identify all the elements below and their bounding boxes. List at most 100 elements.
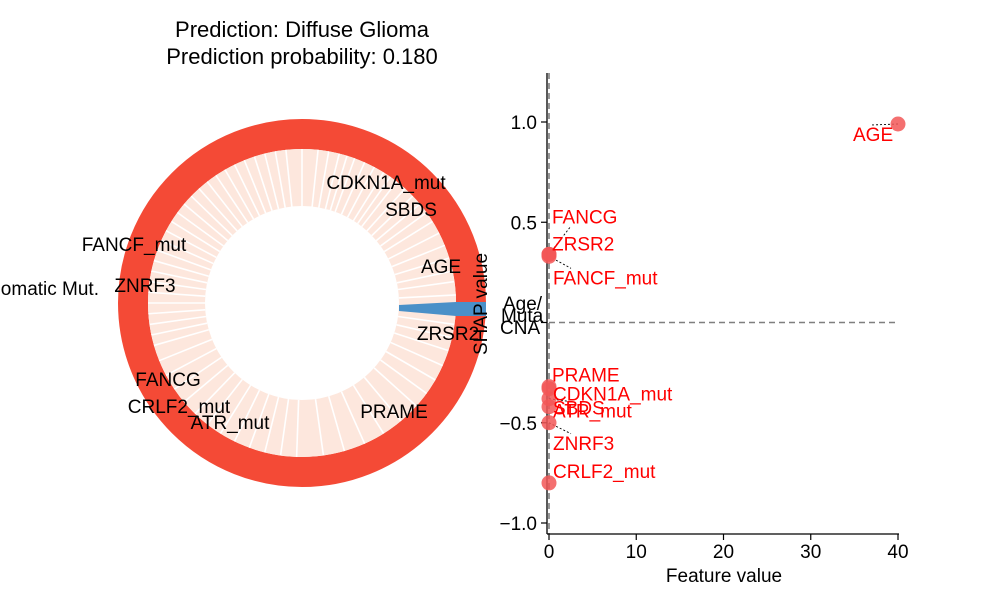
- scatter-ytick-label-1: −0.5: [499, 414, 537, 435]
- scatter-point-labels: AGE FANCG ZRSR2 FANCF_mut PRAMECDKN1A_mutATR…: [552, 125, 893, 483]
- donut-separator-20: [397, 280, 455, 291]
- donut-separator-37: [263, 396, 280, 453]
- donut-separator-21: [398, 294, 456, 299]
- donut-separators: [148, 149, 456, 457]
- donut-chart: CDKN1A_mut SBDS AGE ZRSR2 PRAME ATR_mut …: [0, 119, 544, 487]
- donut-separator-58: [165, 229, 217, 259]
- scatter-label-zrsr2: ZRSR2: [552, 234, 614, 255]
- donut-group-label-cna: CNA: [500, 318, 540, 339]
- donut-separator-8: [352, 171, 385, 222]
- donut-separator-25: [394, 332, 449, 352]
- donut-separator-19: [396, 270, 453, 284]
- donut-separator-43: [183, 364, 229, 403]
- donut-separator-47: [153, 328, 209, 347]
- donut-separator-57: [160, 239, 214, 265]
- shap-scatter-chart: 0 10 20 30 40 −1.0 −0.5 0.5 1.0 AGE FANCG ZRSR2 FAN…: [471, 73, 909, 587]
- donut-separator-2: [318, 151, 330, 208]
- donut-separator-32: [340, 391, 366, 445]
- scatter-point-fancf-mut: [541, 248, 557, 264]
- donut-separator-42: [194, 372, 236, 415]
- donut-group-label-age: Age/: [503, 294, 543, 315]
- donut-label-zrsr2: ZRSR2: [417, 324, 479, 345]
- donut-group-label-muta: Muta: [501, 306, 544, 327]
- donut-separator-64: [206, 181, 243, 228]
- donut-separator-69: [253, 156, 273, 211]
- scatter-label-sbds: SBDS: [553, 399, 605, 420]
- donut-label-fancf-mut: FANCF_mut: [82, 235, 187, 256]
- donut-separator-52: [148, 291, 206, 298]
- scatter-reference-lines: [548, 73, 899, 534]
- donut-separator-31: [352, 384, 385, 435]
- donut-separator-49: [149, 315, 207, 326]
- scatter-point-age: [890, 116, 906, 132]
- donut-separator-63: [198, 188, 238, 232]
- figure-title-line2: Prediction probability: 0.180: [166, 44, 438, 69]
- donut-separator-54: [151, 270, 208, 284]
- scatter-label-cdkn1a-mut: CDKN1A_mut: [553, 385, 673, 406]
- scatter-label-crlf2-mut: CRLF2_mut: [553, 462, 656, 483]
- donut-separator-48: [151, 322, 208, 336]
- donut-separator-33: [327, 396, 346, 452]
- donut-separator-62: [190, 195, 233, 237]
- donut-separator-59: [170, 220, 221, 253]
- donut-separator-26: [390, 341, 444, 367]
- donut-separator-65: [215, 174, 249, 224]
- scatter-xtick-label-1: 10: [626, 542, 647, 563]
- scatter-ylabel: SHAP value: [471, 253, 492, 355]
- scatter-ytick-label-0: −1.0: [499, 514, 537, 535]
- donut-separator-4: [329, 155, 348, 211]
- scatter-xtick-label-0: 0: [544, 542, 555, 563]
- donut-separator-23: [397, 315, 455, 326]
- scatter-axes: 0 10 20 30 40 −1.0 −0.5 0.5 1.0: [499, 73, 909, 563]
- donut-separator-39: [233, 389, 261, 442]
- donut-separator-28: [380, 359, 428, 395]
- donut-separator-3: [324, 153, 341, 210]
- scatter-xlabel: Feature value: [666, 566, 782, 587]
- donut-separator-27: [385, 350, 436, 381]
- donut-separator-50: [148, 308, 206, 315]
- donut-highlight-segment: [399, 302, 486, 316]
- donut-separator-72: [285, 149, 293, 207]
- scatter-ytick-label-4: 1.0: [511, 113, 537, 134]
- donut-separator-6: [340, 161, 366, 215]
- donut-separator-15: [383, 220, 434, 253]
- donut-separator-36: [279, 398, 290, 456]
- donut-separator-17: [391, 244, 446, 268]
- donut-separator-13: [375, 203, 421, 242]
- donut-separator-44: [173, 356, 223, 390]
- donut-separator-9: [356, 176, 391, 225]
- donut-separator-24: [396, 324, 453, 339]
- donut-separator-56: [157, 249, 212, 271]
- donut-separator-38: [248, 393, 270, 448]
- figure-title-line1: Prediction: Diffuse Glioma: [175, 17, 430, 42]
- scatter-label-age: AGE: [853, 125, 893, 146]
- donut-group-label-somatic: Somatic Mut.: [0, 279, 99, 300]
- donut-separator-40: [219, 384, 252, 435]
- donut-separator-61: [183, 203, 229, 242]
- scatter-point-crlf2-mut: [541, 475, 557, 491]
- donut-separator-18: [394, 257, 450, 276]
- donut-separator-1: [311, 149, 319, 207]
- donut-label-atr-mut: ATR_mut: [191, 413, 271, 434]
- donut-label-crlf2-mut: CRLF2_mut: [128, 397, 231, 418]
- donut-label-prame: PRAME: [360, 402, 428, 423]
- scatter-xtick-label-2: 20: [713, 542, 734, 563]
- donut-separator-46: [158, 338, 213, 362]
- donut-separator-34: [314, 398, 325, 456]
- donut-label-cdkn1a-mut: CDKN1A_mut: [326, 173, 446, 194]
- donut-separator-45: [165, 347, 217, 377]
- donut-separator-7: [346, 166, 376, 218]
- donut-separator-35: [295, 399, 300, 457]
- scatter-label-znrf3: ZNRF3: [553, 434, 614, 455]
- donut-separator-71: [274, 151, 286, 208]
- donut-separator-66: [224, 169, 255, 220]
- donut-separator-41: [206, 378, 243, 425]
- donut-separator-68: [243, 159, 267, 214]
- scatter-points: [541, 116, 906, 491]
- scatter-label-fancf-mut: FANCF_mut: [553, 268, 658, 289]
- donut-separator-5: [334, 158, 356, 213]
- donut-label-sbds: SBDS: [385, 200, 437, 221]
- donut-separator-10: [361, 181, 398, 228]
- donut-separator-12: [371, 195, 414, 237]
